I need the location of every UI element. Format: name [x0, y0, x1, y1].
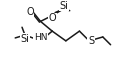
Text: O: O — [48, 13, 56, 23]
Text: HN: HN — [34, 33, 47, 42]
Text: O: O — [26, 7, 34, 17]
Text: Si: Si — [60, 1, 68, 11]
Text: S: S — [88, 36, 94, 46]
Text: Si: Si — [20, 34, 29, 44]
